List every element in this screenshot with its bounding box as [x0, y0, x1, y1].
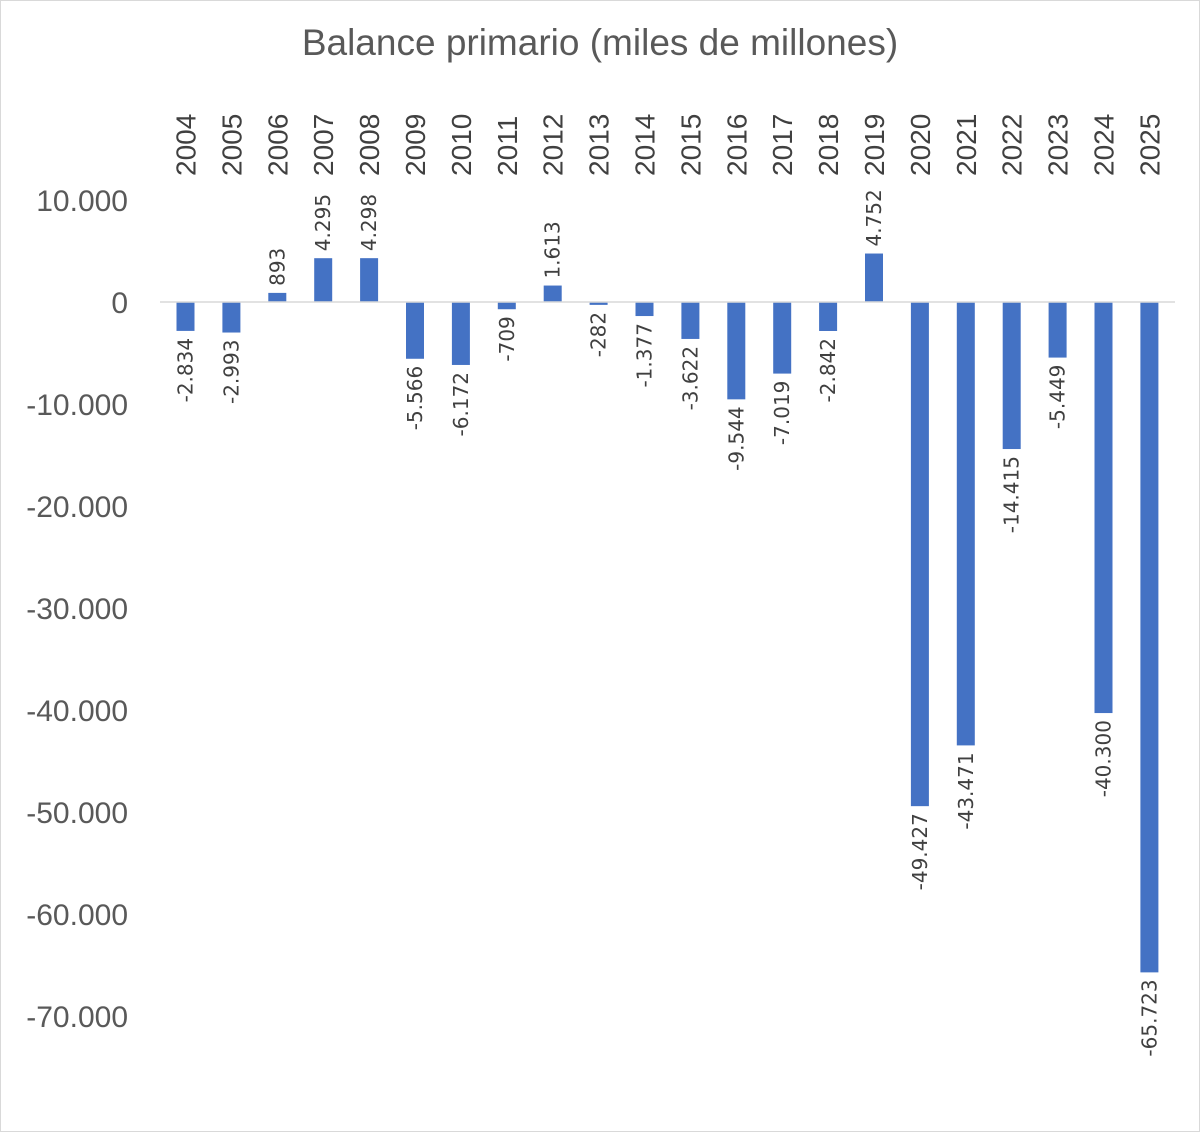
- bar: [1002, 302, 1021, 450]
- category-label: 2005: [216, 114, 247, 176]
- bar: [681, 302, 700, 339]
- y-tick-label: -30.000: [26, 593, 128, 626]
- category-label: 2012: [538, 114, 569, 176]
- data-label: -709: [495, 316, 519, 361]
- data-label: -5.566: [403, 366, 427, 430]
- y-tick-label: -50.000: [26, 797, 128, 830]
- bar: [1048, 302, 1067, 358]
- bar: [543, 285, 562, 302]
- bar: [865, 253, 883, 302]
- bar: [1140, 302, 1159, 973]
- category-label: 2013: [584, 114, 615, 176]
- bar: [360, 258, 379, 302]
- bar: [1094, 302, 1113, 714]
- category-label: 2019: [859, 114, 890, 176]
- data-label: 4.298: [357, 194, 381, 251]
- category-label: 2016: [721, 114, 752, 176]
- data-label: -65.723: [1137, 979, 1161, 1056]
- bar: [176, 302, 195, 331]
- category-label: 2018: [813, 114, 844, 176]
- data-label: -2.834: [174, 338, 198, 402]
- bar: [406, 302, 424, 359]
- bar: [956, 302, 975, 746]
- category-label: 2004: [171, 114, 202, 176]
- data-label: -1.377: [633, 323, 657, 387]
- bar: [910, 302, 929, 807]
- data-label: -14.415: [1000, 456, 1024, 533]
- y-tick-label: -70.000: [26, 1001, 128, 1034]
- bar: [497, 302, 516, 310]
- category-label: 2006: [262, 114, 293, 176]
- category-label: 2021: [951, 114, 982, 176]
- data-label: -9.544: [724, 406, 748, 470]
- data-label: -2.993: [219, 340, 243, 404]
- bar: [314, 258, 333, 302]
- category-label: 2023: [1043, 114, 1074, 176]
- bar: [451, 302, 470, 365]
- bar: [819, 302, 838, 331]
- data-label: 893: [265, 248, 289, 286]
- category-label: 2007: [308, 114, 339, 176]
- y-tick-label: -40.000: [26, 695, 128, 728]
- y-tick-label: -20.000: [26, 491, 128, 524]
- data-label: 4.295: [311, 194, 335, 251]
- bar: [635, 302, 654, 317]
- data-label: -40.300: [1092, 720, 1116, 797]
- data-label: -49.427: [908, 813, 932, 890]
- category-label: 2014: [630, 114, 661, 176]
- category-label: 2010: [446, 114, 477, 176]
- bar: [268, 292, 287, 302]
- y-tick-label: 0: [111, 287, 128, 320]
- category-label: 2009: [400, 114, 431, 176]
- category-label: 2020: [905, 114, 936, 176]
- data-label: 1.613: [541, 221, 565, 278]
- category-label: 2008: [354, 114, 385, 176]
- data-label: -5.449: [1046, 365, 1070, 429]
- y-tick-label: 10.000: [36, 185, 128, 218]
- bar: [727, 302, 746, 400]
- data-label: -3.622: [678, 346, 702, 410]
- bar: [773, 302, 792, 374]
- category-label: 2022: [997, 114, 1028, 176]
- data-label: -7.019: [770, 381, 794, 445]
- data-label: -43.471: [954, 752, 978, 829]
- y-tick-label: -10.000: [26, 389, 128, 422]
- category-label: 2017: [767, 114, 798, 176]
- data-label: -6.172: [449, 372, 473, 436]
- y-tick-label: -60.000: [26, 899, 128, 932]
- chart-title: Balance primario (miles de millones): [301, 22, 899, 63]
- category-label: 2015: [675, 114, 706, 176]
- category-label: 2025: [1134, 114, 1165, 176]
- data-label: -282: [587, 312, 611, 357]
- data-label: 4.752: [862, 189, 886, 246]
- bar: [222, 302, 241, 333]
- category-label: 2011: [492, 116, 523, 176]
- bar: [589, 302, 608, 305]
- category-label: 2024: [1089, 114, 1120, 176]
- data-label: -2.842: [816, 338, 840, 402]
